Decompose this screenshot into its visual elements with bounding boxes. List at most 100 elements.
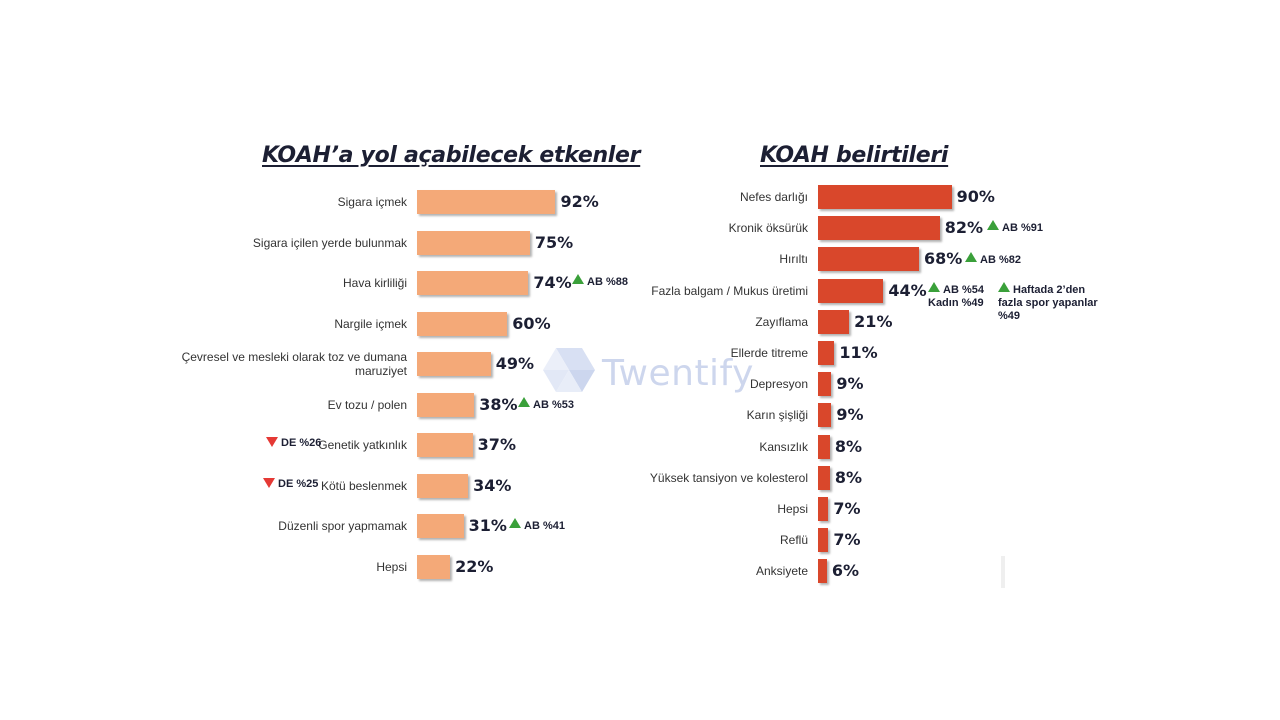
bar (818, 309, 850, 334)
category-label: Hepsi (777, 502, 808, 516)
bar-row: Kansızlık 8% (0, 433, 1280, 461)
up-arrow-icon (572, 274, 584, 284)
value-label: 74% (533, 273, 572, 292)
annotation-text: AB %54 (943, 284, 984, 296)
up-arrow-icon (928, 282, 940, 292)
category-label: Hepsi (376, 559, 407, 574)
category-label: Nefes darlığı (739, 190, 808, 204)
category-label: Çevresel ve mesleki olarak toz ve dumana… (181, 350, 407, 378)
divider-line (1001, 556, 1005, 588)
category-label: Sigara içmek (337, 195, 407, 209)
bar-row: Hepsi 22% (0, 553, 1280, 581)
bar-row: Ellerde titreme 11% (0, 339, 1280, 367)
category-label: Ev tozu / polen (327, 397, 407, 412)
increase-annotation: AB %41 (509, 518, 565, 533)
category-label: Yüksek tansiyon ve kolesterol (649, 470, 808, 485)
value-label: 82% (944, 218, 984, 238)
down-arrow-icon (263, 478, 275, 488)
annotation-text: AB %91 (1002, 222, 1043, 234)
bar (818, 247, 919, 272)
bar-row: Çevresel ve mesleki olarak toz ve dumana… (0, 350, 1280, 378)
category-label: Depresyon (749, 377, 808, 392)
right-chart-title: KOAH belirtileri (760, 143, 949, 168)
bar-row: Nargile içmek 60% (0, 310, 1280, 338)
bar (818, 465, 830, 490)
bar-row: Reflü 7% (0, 526, 1280, 554)
annotation-text: DE %25 (278, 478, 319, 490)
category-label: Kronik öksürük (728, 221, 808, 236)
twentify-logo-icon (543, 348, 595, 392)
annotation-text: AB %82 (980, 254, 1021, 266)
category-label: Kansızlık (759, 439, 808, 454)
bar (417, 311, 508, 336)
value-label: 22% (455, 556, 494, 576)
bar-row: Zayıflama 21% (0, 308, 1280, 336)
bar (417, 433, 473, 457)
bar (417, 190, 556, 214)
category-label: Nargile içmek (334, 316, 407, 331)
value-label: 7% (833, 499, 861, 518)
decrease-annotation: DE %25 (263, 478, 318, 491)
bar (417, 554, 451, 579)
value-label: 8% (834, 467, 863, 487)
bar (417, 514, 464, 538)
category-label: Genetik yatkınlık (318, 438, 407, 452)
category-label: Karın şişliği (746, 408, 808, 423)
value-label: 92% (560, 192, 599, 211)
up-arrow-icon (509, 518, 521, 528)
bar-row: Kötü beslenmek 34% (0, 472, 1280, 500)
bar-row: Karın şişliği 9% (0, 401, 1280, 429)
decrease-annotation: DE %26 (266, 437, 321, 450)
increase-annotation: AB %54 Kadın %49 (928, 282, 984, 310)
increase-annotation: AB %88 (572, 274, 628, 289)
bar-row: Sigara içilen yerde bulunmak 75% (0, 229, 1280, 257)
watermark: Twentify (542, 347, 754, 399)
bar-row: Anksiyete 6% (0, 557, 1280, 585)
bar (818, 216, 940, 241)
value-label: 6% (831, 561, 860, 581)
category-label: Hava kirliliği (342, 276, 407, 290)
bar-row: Hırıltı 68% (0, 245, 1280, 273)
increase-annotation: AB %53 (518, 397, 574, 412)
bar-row: Hepsi 7% (0, 495, 1280, 523)
bar-row: Fazla balgam / Mukus üretimi 44% (0, 277, 1280, 305)
bar-row: Kronik öksürük 82% (0, 214, 1280, 242)
bar (417, 392, 475, 417)
bar (818, 528, 829, 553)
bar-row: Sigara içmek 92% (0, 188, 1280, 216)
bar (818, 559, 827, 584)
value-label: 44% (888, 280, 927, 300)
bar (818, 278, 884, 303)
category-label: Kötü beslenmek (320, 478, 407, 493)
bar-row: Yüksek tansiyon ve kolesterol 8% (0, 464, 1280, 492)
up-arrow-icon (965, 252, 977, 262)
increase-annotation: AB %91 (987, 220, 1043, 235)
annotation-subtext: Kadın %49 (928, 297, 984, 309)
value-label: 7% (833, 530, 861, 550)
annotation-text: DE %26 (281, 437, 322, 449)
up-arrow-icon (987, 220, 999, 230)
increase-annotation: AB %82 (965, 252, 1021, 267)
left-chart-title: KOAH’a yol açabilecek etkenler (262, 143, 641, 168)
category-label: Zayıflama (755, 314, 808, 329)
category-label: Anksiyete (755, 564, 808, 579)
down-arrow-icon (266, 437, 278, 447)
watermark-text: Twentify (602, 352, 754, 394)
bar-row: Depresyon 9% (0, 370, 1280, 398)
bar (417, 473, 469, 498)
bar (818, 403, 832, 428)
bar-row: Genetik yatkınlık 37% (0, 431, 1280, 459)
bar (818, 497, 829, 521)
bar (818, 185, 952, 209)
category-label: Ellerde titreme (730, 346, 808, 360)
value-label: 9% (836, 374, 864, 394)
value-label: 11% (839, 343, 878, 362)
category-label: Hırıltı (779, 252, 808, 267)
bar (417, 352, 491, 376)
value-label: 75% (534, 232, 574, 252)
value-label: 37% (477, 435, 516, 454)
up-arrow-icon (518, 397, 530, 407)
increase-annotation: Haftada 2’den fazla spor yapanlar %49 (998, 282, 1098, 323)
bar-row: Ev tozu / polen 38% (0, 391, 1280, 419)
category-label: Sigara içilen yerde bulunmak (252, 235, 407, 250)
